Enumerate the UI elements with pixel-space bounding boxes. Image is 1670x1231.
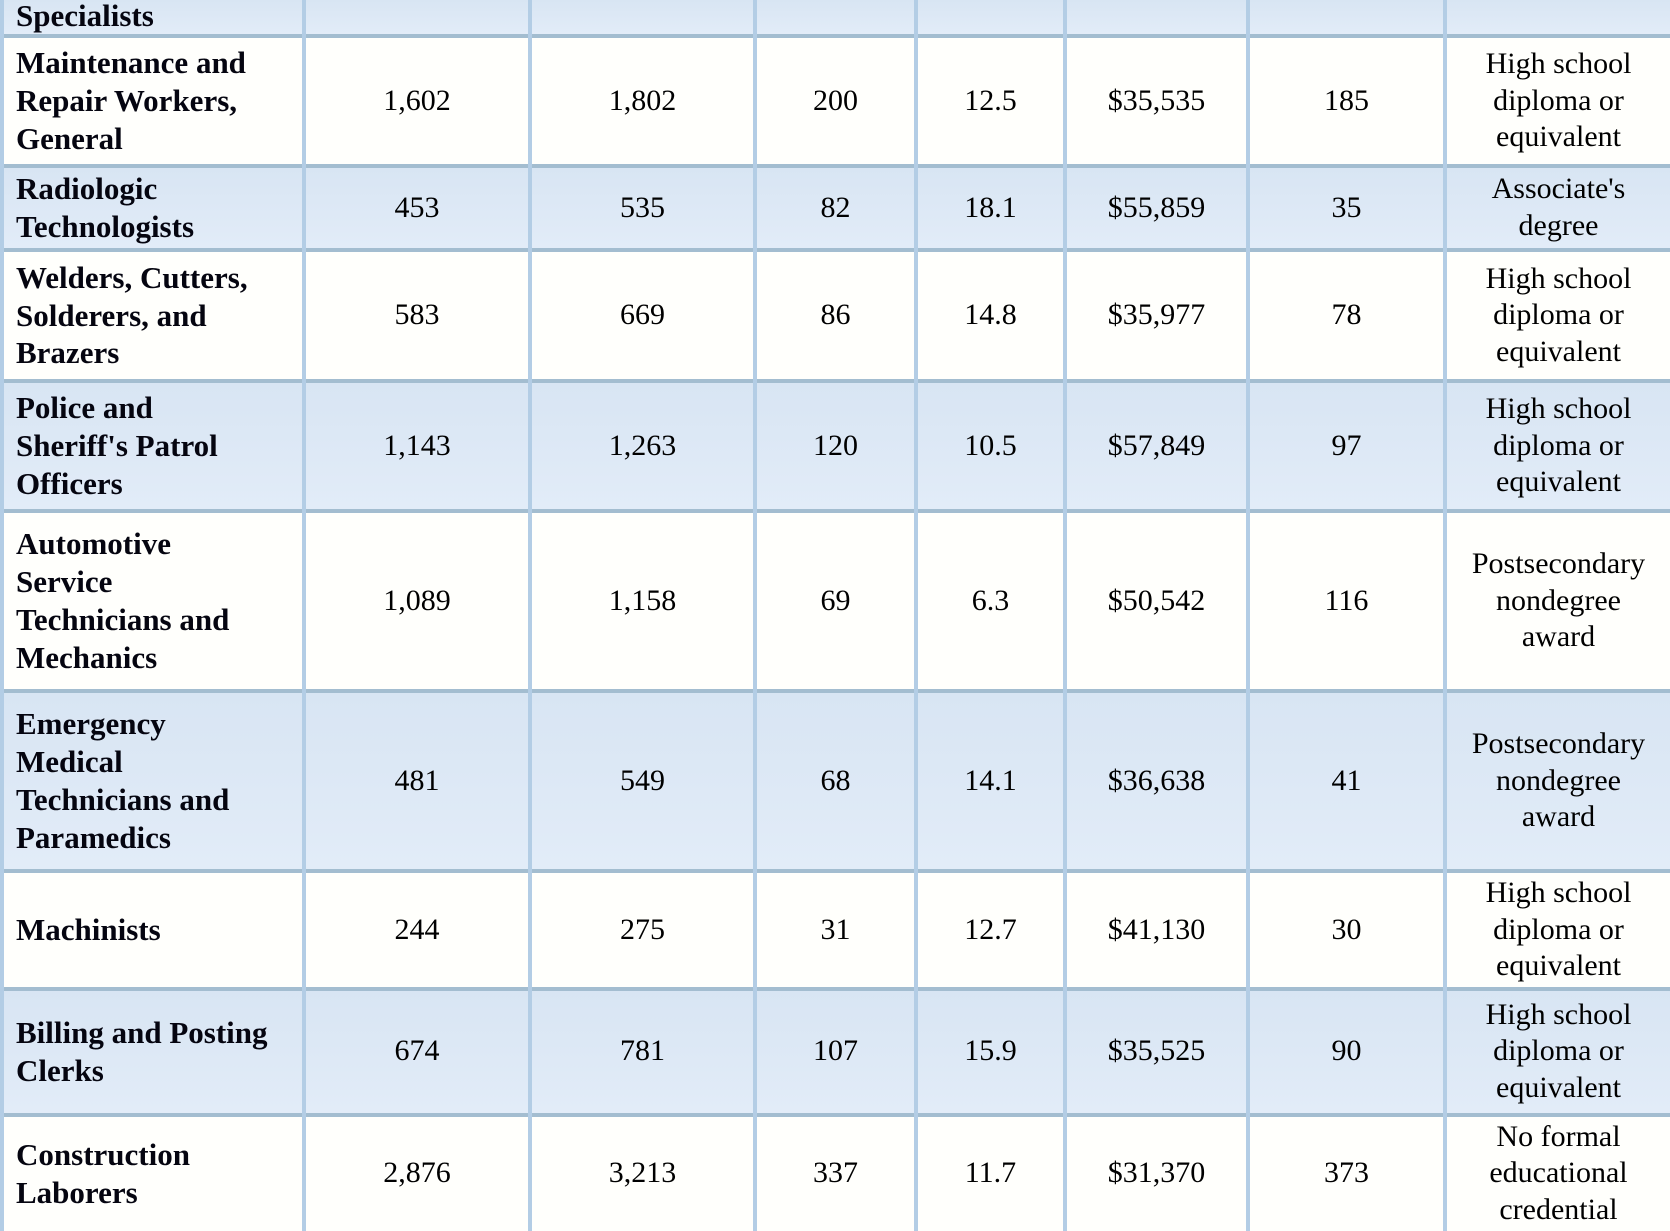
value-cell: 337 — [753, 1112, 916, 1231]
table-row: Emergency Medical Technicians and Parame… — [0, 689, 1670, 871]
value-cell: 86 — [753, 248, 916, 381]
value-cell — [302, 0, 530, 36]
value-cell: $35,535 — [1063, 34, 1248, 166]
value-cell: 275 — [528, 869, 755, 989]
value-cell: 1,158 — [528, 509, 755, 691]
occupation-cell: Automotive Service Technicians and Mecha… — [0, 509, 304, 691]
value-cell: 674 — [302, 986, 530, 1115]
occupation-cell: Billing and Posting Clerks — [0, 986, 304, 1115]
value-cell: $36,638 — [1063, 689, 1248, 871]
table-row: Billing and Posting Clerks 674 781 107 15.9 $… — [0, 986, 1670, 1115]
value-cell: 1,143 — [302, 379, 530, 511]
value-cell: 69 — [753, 509, 916, 691]
value-cell: 12.7 — [914, 869, 1065, 989]
education-cell: High school diploma or equivalent — [1443, 248, 1670, 381]
value-cell — [1063, 0, 1248, 36]
value-cell: $31,370 — [1063, 1112, 1248, 1231]
value-cell: 1,802 — [528, 34, 755, 166]
table-row: Machinists 244 275 31 12.7 $41,130 30 High scho… — [0, 869, 1670, 989]
education-cell: High school diploma or equivalent — [1443, 986, 1670, 1115]
value-cell: $35,525 — [1063, 986, 1248, 1115]
table-row: Construction Laborers 2,876 3,213 337 11.7 $3… — [0, 1112, 1670, 1231]
table-row: Automotive Service Technicians and Mecha… — [0, 509, 1670, 691]
occupation-cell: Specialists — [0, 0, 304, 36]
value-cell: 14.1 — [914, 689, 1065, 871]
value-cell: 30 — [1246, 869, 1445, 989]
value-cell: 583 — [302, 248, 530, 381]
value-cell: 781 — [528, 986, 755, 1115]
value-cell: 1,089 — [302, 509, 530, 691]
table-row: Police and Sheriff's Patrol Officers 1,14… — [0, 379, 1670, 511]
occupation-cell: Machinists — [0, 869, 304, 989]
value-cell: 669 — [528, 248, 755, 381]
value-cell: 11.7 — [914, 1112, 1065, 1231]
value-cell: 10.5 — [914, 379, 1065, 511]
value-cell: 116 — [1246, 509, 1445, 691]
value-cell: $57,849 — [1063, 379, 1248, 511]
table-row: Maintenance and Repair Workers, General 1… — [0, 34, 1670, 166]
value-cell: 244 — [302, 869, 530, 989]
value-cell: 90 — [1246, 986, 1445, 1115]
education-cell: Postsecondary nondegree award — [1443, 509, 1670, 691]
value-cell: $41,130 — [1063, 869, 1248, 989]
value-cell: 31 — [753, 869, 916, 989]
value-cell: 14.8 — [914, 248, 1065, 381]
value-cell: $50,542 — [1063, 509, 1248, 691]
occupation-cell: Radiologic Technologists — [0, 164, 304, 250]
value-cell: $55,859 — [1063, 164, 1248, 250]
table-row: Welders, Cutters, Solderers, and Brazers… — [0, 248, 1670, 381]
value-cell — [528, 0, 755, 36]
value-cell — [914, 0, 1065, 36]
value-cell: 18.1 — [914, 164, 1065, 250]
occupation-cell: Emergency Medical Technicians and Parame… — [0, 689, 304, 871]
value-cell: 1,602 — [302, 34, 530, 166]
value-cell: 78 — [1246, 248, 1445, 381]
value-cell — [1246, 0, 1445, 36]
value-cell: 120 — [753, 379, 916, 511]
value-cell: 535 — [528, 164, 755, 250]
education-cell — [1443, 0, 1670, 36]
value-cell — [753, 0, 916, 36]
occupation-cell: Welders, Cutters, Solderers, and Brazers — [0, 248, 304, 381]
value-cell: 97 — [1246, 379, 1445, 511]
occupation-cell: Police and Sheriff's Patrol Officers — [0, 379, 304, 511]
value-cell: 549 — [528, 689, 755, 871]
education-cell: Associate's degree — [1443, 164, 1670, 250]
value-cell: 82 — [753, 164, 916, 250]
education-cell: High school diploma or equivalent — [1443, 34, 1670, 166]
value-cell: 12.5 — [914, 34, 1065, 166]
education-cell: No formal educational credential — [1443, 1112, 1670, 1231]
occupation-cell: Construction Laborers — [0, 1112, 304, 1231]
education-cell: High school diploma or equivalent — [1443, 379, 1670, 511]
occupation-cell: Maintenance and Repair Workers, General — [0, 34, 304, 166]
education-cell: Postsecondary nondegree award — [1443, 689, 1670, 871]
value-cell: 453 — [302, 164, 530, 250]
value-cell: 68 — [753, 689, 916, 871]
value-cell: 35 — [1246, 164, 1445, 250]
value-cell: 107 — [753, 986, 916, 1115]
value-cell: 15.9 — [914, 986, 1065, 1115]
value-cell: 481 — [302, 689, 530, 871]
value-cell: 185 — [1246, 34, 1445, 166]
value-cell: 3,213 — [528, 1112, 755, 1231]
value-cell: 1,263 — [528, 379, 755, 511]
value-cell: 200 — [753, 34, 916, 166]
table-row: Specialists — [0, 0, 1670, 36]
value-cell: 6.3 — [914, 509, 1065, 691]
value-cell: 41 — [1246, 689, 1445, 871]
education-cell: High school diploma or equivalent — [1443, 869, 1670, 989]
value-cell: 2,876 — [302, 1112, 530, 1231]
value-cell: $35,977 — [1063, 248, 1248, 381]
table-row: Radiologic Technologists 453 535 82 18.1 $55,… — [0, 164, 1670, 250]
value-cell: 373 — [1246, 1112, 1445, 1231]
